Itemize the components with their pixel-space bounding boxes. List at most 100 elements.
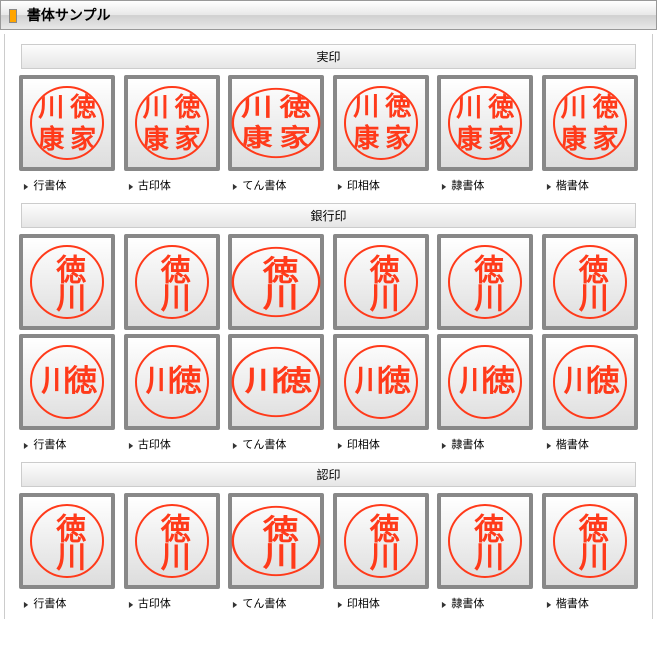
seal-circle: 徳川 [448,504,522,578]
seal-box[interactable]: 徳川 [228,493,324,589]
seal-box[interactable]: 徳川 [19,493,115,589]
seal-cell: 徳川家康印相体 [331,75,431,199]
seal-circle: 川徳 [448,345,522,419]
seal-box[interactable]: 徳川 [124,234,220,330]
seal-cell: 徳川家康てん書体 [226,75,326,199]
seal-cell: 徳川行書体 [17,493,117,617]
seal-text: 徳川 [52,513,82,569]
seal-cell: 川徳てん書体 [226,334,326,458]
seal-box[interactable]: 川徳 [124,334,220,430]
font-style-label: 印相体 [331,434,431,458]
seal-cell: 川徳行書体 [17,334,117,458]
seal-cell: 徳川隷書体 [435,493,535,617]
seal-cell: 徳川てん書体 [226,493,326,617]
seal-text: 徳川家康 [140,91,204,155]
font-style-label: 古印体 [122,434,222,458]
seal-text: 徳川 [366,513,396,569]
seal-circle: 徳川家康 [30,86,104,160]
seal-circle: 徳川 [448,245,522,319]
seal-box[interactable]: 徳川 [437,493,533,589]
font-style-label: 隷書体 [435,434,535,458]
seal-cell: 徳川家康楷書体 [540,75,640,199]
seal-circle: 川徳 [344,345,418,419]
seal-text: 徳川 [157,513,187,569]
seal-circle: 徳川家康 [553,86,627,160]
seal-box[interactable]: 徳川 [19,234,115,330]
seal-text: 徳川 [258,255,294,308]
seal-box[interactable]: 徳川 [542,493,638,589]
seal-cell: 川徳印相体 [331,334,431,458]
seal-circle: 川徳 [232,347,321,417]
seal-circle: 徳川家康 [344,86,418,160]
font-style-label: 古印体 [122,593,222,617]
seal-cell: 徳川印相体 [331,493,431,617]
seal-box[interactable]: 川徳 [19,334,115,430]
seal-circle: 徳川 [135,245,209,319]
seal-box[interactable]: 徳川 [333,493,429,589]
seal-circle: 徳川 [30,504,104,578]
seal-text: 徳川 [366,254,396,310]
seal-cell: 徳川楷書体 [540,493,640,617]
seal-circle: 徳川 [232,247,321,317]
seal-circle: 徳川 [344,245,418,319]
seal-text: 川徳 [564,367,616,397]
seal-box[interactable]: 川徳 [437,334,533,430]
seal-cell: 徳川 [435,234,535,334]
page-header: 書体サンプル [0,0,657,30]
seal-box[interactable]: 徳川家康 [333,75,429,171]
seal-box[interactable]: 川徳 [542,334,638,430]
seal-circle: 川徳 [553,345,627,419]
seal-box[interactable]: 徳川家康 [437,75,533,171]
seal-text: 川徳 [41,367,93,397]
seal-cell: 徳川 [122,234,222,334]
font-style-label: 行書体 [17,434,117,458]
seal-cell: 徳川 [226,234,326,334]
seal-cell: 徳川 [331,234,431,334]
font-style-label: てん書体 [226,175,326,199]
seal-cell: 川徳隷書体 [435,334,535,458]
inner-wrap: 実印 徳川家康行書体徳川家康古印体徳川家康てん書体徳川家康印相体徳川家康隷書体徳… [4,34,653,619]
seal-text: 川徳 [245,368,307,397]
content-area: 実印 徳川家康行書体徳川家康古印体徳川家康てん書体徳川家康印相体徳川家康隷書体徳… [0,30,657,623]
row-ginkouin-1: 徳川徳川徳川徳川徳川徳川 [7,234,650,334]
font-style-label: 印相体 [331,593,431,617]
seal-box[interactable]: 徳川 [124,493,220,589]
seal-cell: 川徳楷書体 [540,334,640,458]
seal-text: 徳川家康 [349,91,413,155]
seal-box[interactable]: 徳川家康 [228,75,324,171]
seal-text: 川徳 [355,367,407,397]
font-style-label: 古印体 [122,175,222,199]
seal-box[interactable]: 徳川 [542,234,638,330]
seal-circle: 徳川家康 [232,88,321,158]
font-style-label: 楷書体 [540,593,640,617]
seal-text: 徳川 [575,513,605,569]
font-style-label: 行書体 [17,175,117,199]
seal-circle: 徳川家康 [135,86,209,160]
seal-box[interactable]: 徳川家康 [124,75,220,171]
seal-circle: 徳川 [553,504,627,578]
seal-box[interactable]: 徳川 [228,234,324,330]
seal-cell: 徳川 [17,234,117,334]
seal-box[interactable]: 徳川家康 [542,75,638,171]
font-style-label: てん書体 [226,434,326,458]
font-style-label: 楷書体 [540,175,640,199]
font-style-label: 印相体 [331,175,431,199]
seal-circle: 徳川 [232,506,321,576]
seal-circle: 川徳 [30,345,104,419]
seal-box[interactable]: 徳川家康 [19,75,115,171]
font-style-label: てん書体 [226,593,326,617]
seal-box[interactable]: 川徳 [228,334,324,430]
seal-cell: 徳川 [540,234,640,334]
seal-box[interactable]: 川徳 [333,334,429,430]
row-mitomein: 徳川行書体徳川古印体徳川てん書体徳川印相体徳川隷書体徳川楷書体 [7,493,650,617]
seal-box[interactable]: 徳川 [437,234,533,330]
seal-text: 徳川家康 [558,91,622,155]
seal-text: 川徳 [146,367,198,397]
seal-cell: 徳川家康古印体 [122,75,222,199]
font-style-label: 隷書体 [435,593,535,617]
font-style-label: 行書体 [17,593,117,617]
seal-circle: 徳川 [30,245,104,319]
seal-cell: 川徳古印体 [122,334,222,458]
seal-text: 徳川 [157,254,187,310]
seal-box[interactable]: 徳川 [333,234,429,330]
